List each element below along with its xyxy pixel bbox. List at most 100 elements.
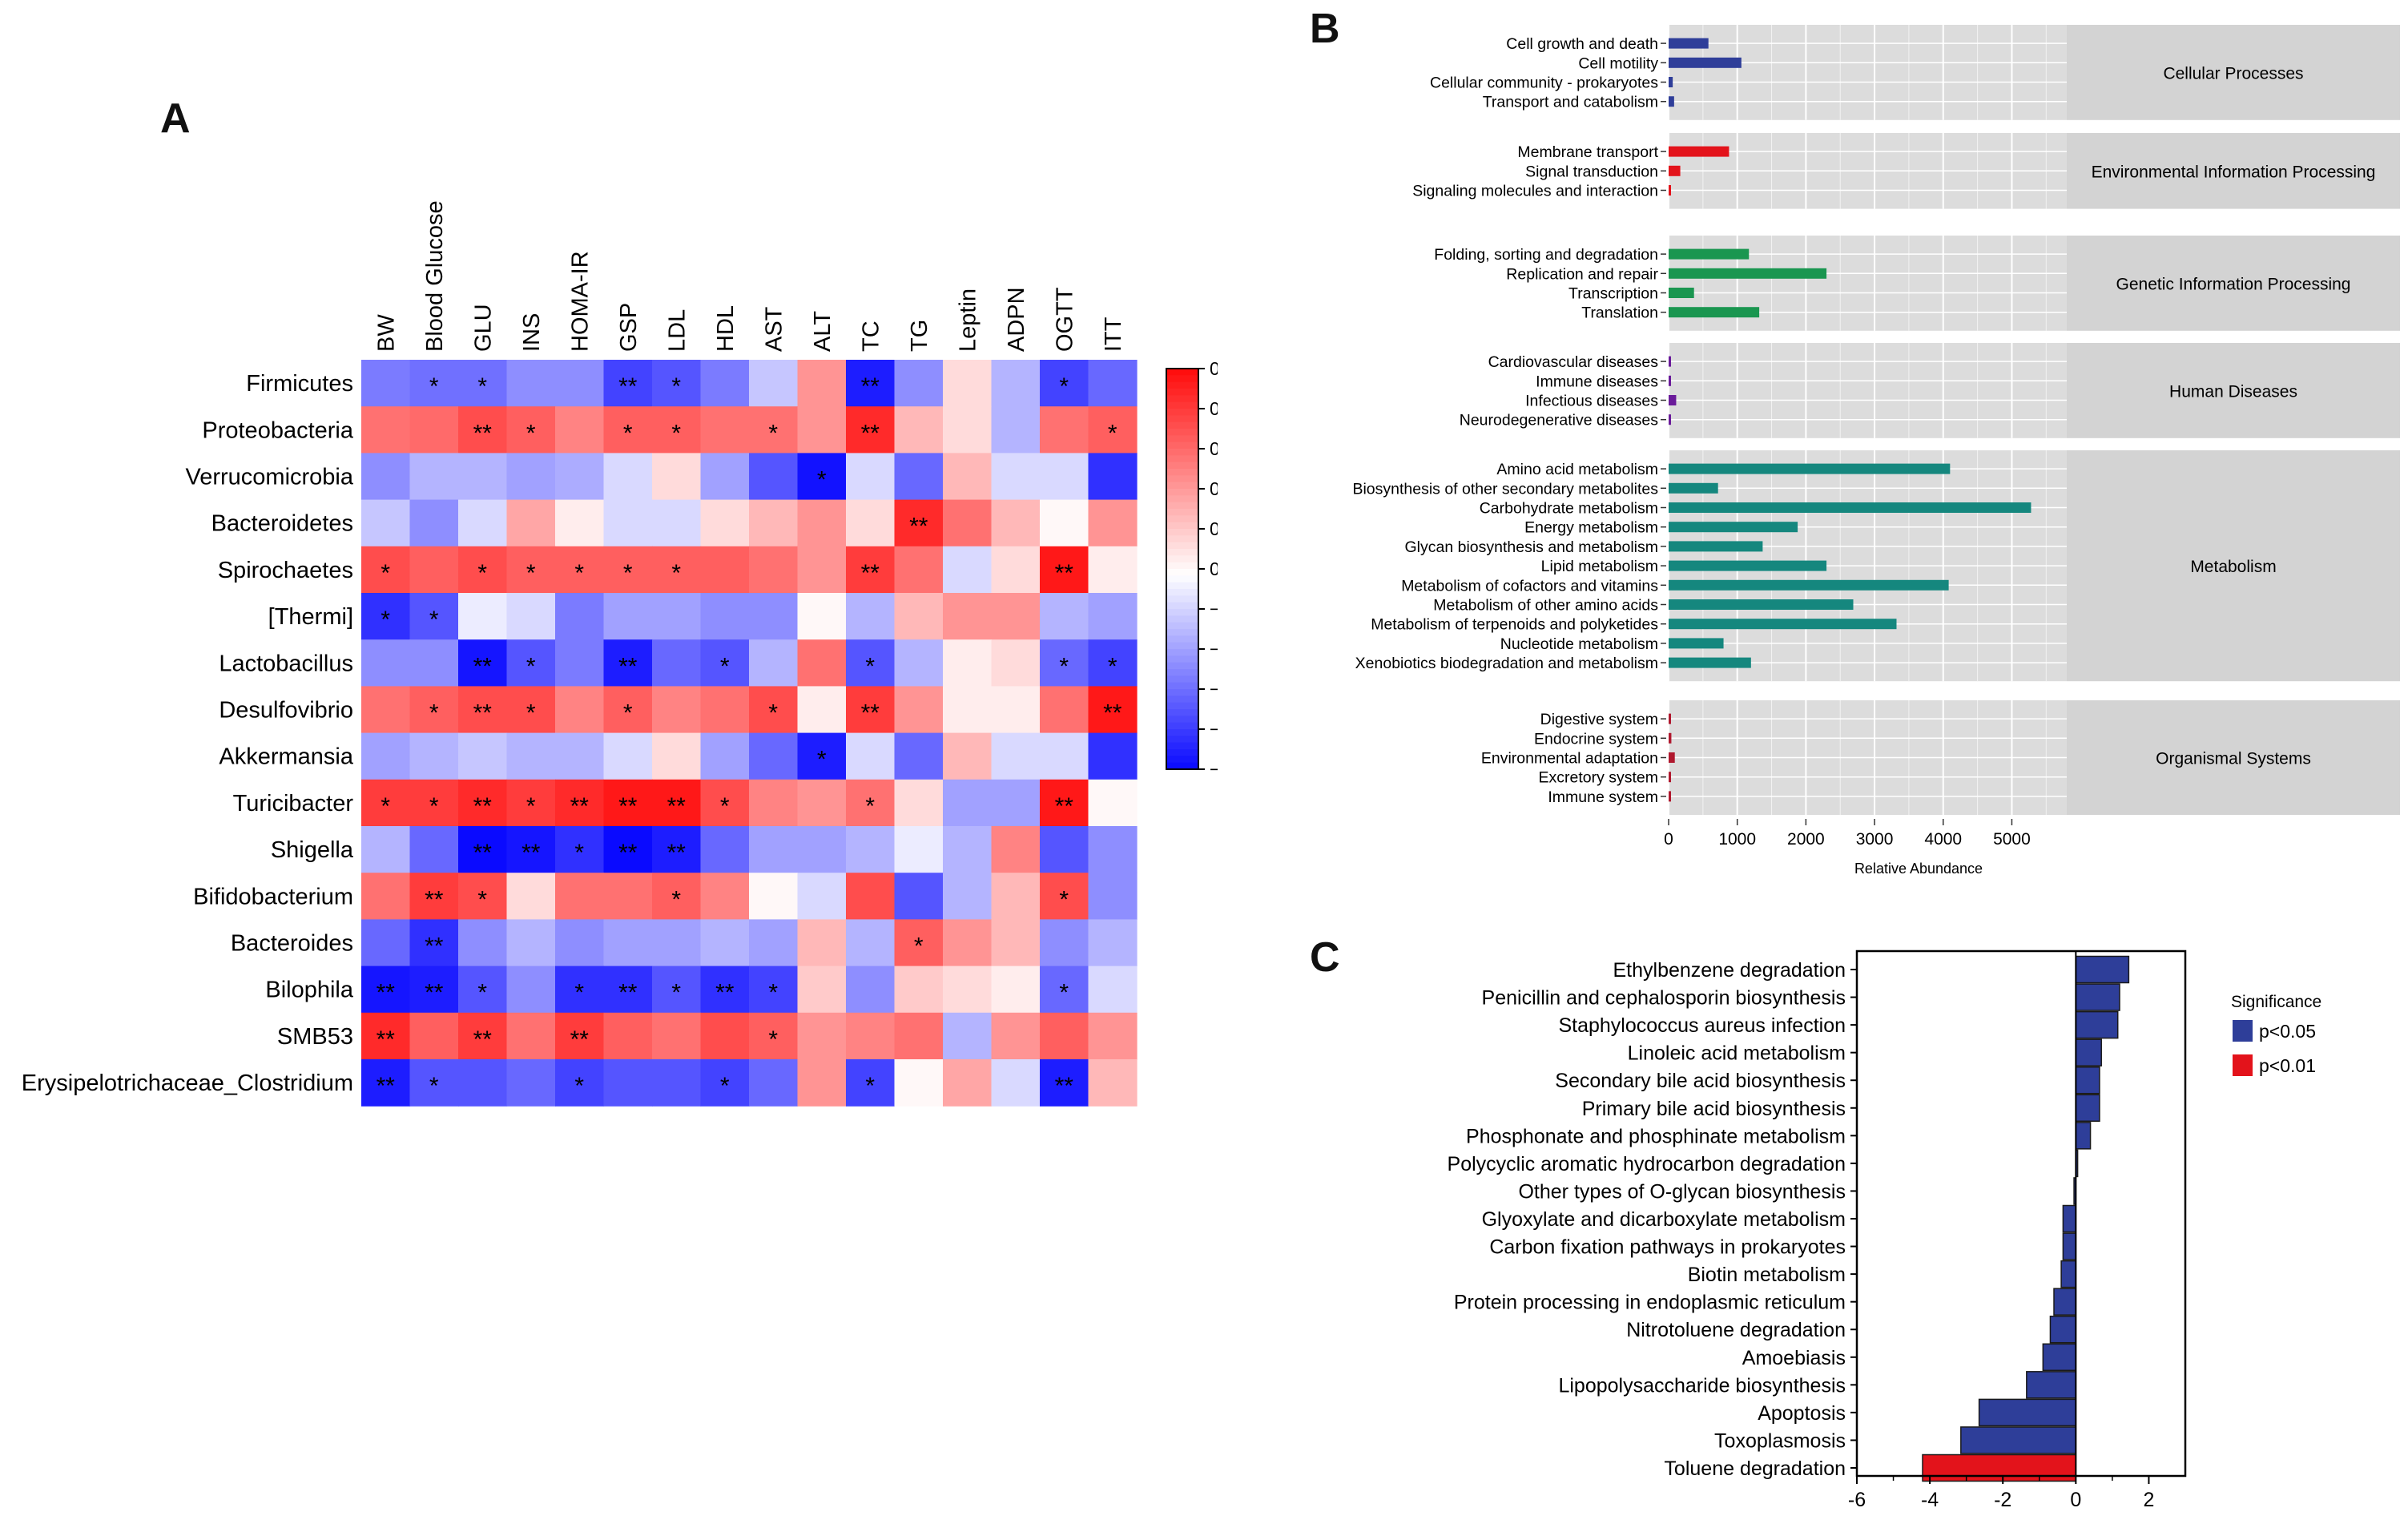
heatmap-cell xyxy=(652,499,702,547)
significance-mark: * xyxy=(720,1073,730,1099)
pathway-label: Nitrotoluene degradation xyxy=(1626,1319,1846,1341)
column-label: ADPN xyxy=(1004,287,1029,352)
heatmap-cell xyxy=(991,686,1041,734)
heatmap-cell xyxy=(603,546,653,594)
column-label: HOMA-IR xyxy=(567,251,593,352)
heatmap-cell xyxy=(361,919,411,967)
heatmap-cell xyxy=(603,779,653,827)
significance-mark: ** xyxy=(618,653,638,679)
heatmap-cell xyxy=(1088,873,1138,920)
heatmap-cell xyxy=(991,360,1041,407)
category-label: Cell growth and death xyxy=(1506,35,1658,53)
heatmap-cell xyxy=(603,1059,653,1107)
heatmap-cell xyxy=(846,732,896,780)
row-label: [Thermi] xyxy=(268,604,353,630)
heatmap-cell xyxy=(991,499,1041,547)
pathway-bar xyxy=(1960,1426,2077,1454)
heatmap-cell xyxy=(506,966,556,1014)
heatmap-cell xyxy=(1040,593,1089,640)
row-label: Turicibacter xyxy=(233,791,354,816)
heatmap-cell xyxy=(846,826,896,873)
abundance-bar xyxy=(1669,657,1751,668)
heatmap-cell xyxy=(409,966,459,1014)
facet-strip xyxy=(2067,450,2400,682)
heatmap-cell xyxy=(749,406,799,454)
heatmap-cell xyxy=(458,686,508,734)
category-label: Endocrine system xyxy=(1534,730,1658,748)
colorbar-segment xyxy=(1166,449,1198,457)
heatmap-cell xyxy=(603,453,653,501)
heatmap-cell xyxy=(555,779,605,827)
heatmap-cell xyxy=(749,639,799,687)
colorbar-segment xyxy=(1166,415,1198,423)
pathway-label: Amoebiasis xyxy=(1742,1347,1846,1369)
colorbar-segment xyxy=(1166,649,1198,657)
facet-strip xyxy=(2067,133,2400,209)
pathway-bar xyxy=(2062,1232,2077,1260)
abundance-bar xyxy=(1669,619,1897,630)
significance-mark: ** xyxy=(377,1073,396,1099)
heatmap-cell xyxy=(652,1059,702,1107)
legend-label: p<0.01 xyxy=(2259,1055,2316,1076)
abundance-bar xyxy=(1669,268,1827,279)
abundance-bar xyxy=(1669,38,1709,49)
heatmap-cell xyxy=(846,686,896,734)
heatmap-cell xyxy=(458,546,508,594)
heatmap-cell xyxy=(603,406,653,454)
colorbar-segment xyxy=(1166,429,1198,437)
category-label: Lipid metabolism xyxy=(1541,558,1658,575)
heatmap-cell xyxy=(603,686,653,734)
pathway-label: Apoptosis xyxy=(1758,1402,1846,1425)
abundance-bar xyxy=(1669,463,1951,474)
pathway-label: Carbon fixation pathways in prokaryotes xyxy=(1489,1236,1846,1259)
heatmap-cell xyxy=(846,1059,896,1107)
heatmap-cell xyxy=(846,873,896,920)
significance-mark: * xyxy=(720,793,730,820)
significance-mark: * xyxy=(1059,886,1069,913)
significance-mark: ** xyxy=(861,420,880,446)
heatmap-cell xyxy=(409,453,459,501)
heatmap-cell xyxy=(700,593,750,640)
pathway-label: Toluene degradation xyxy=(1664,1457,1846,1480)
column-label: ALT xyxy=(810,311,836,352)
colorbar-segment xyxy=(1166,642,1198,650)
significance-mark: * xyxy=(574,980,584,1006)
heatmap-cell xyxy=(991,966,1041,1014)
abundance-bar xyxy=(1669,752,1675,763)
abundance-bar xyxy=(1669,502,2031,513)
pathway-label: Primary bile acid biosynthesis xyxy=(1582,1098,1846,1120)
heatmap-cell xyxy=(700,732,750,780)
heatmap-cell xyxy=(555,453,605,501)
heatmap-cell xyxy=(1088,779,1138,827)
heatmap-cell xyxy=(1088,360,1138,407)
heatmap-cell xyxy=(1088,546,1138,594)
significance-mark: * xyxy=(574,560,584,587)
abundance-bar xyxy=(1669,185,1671,196)
heatmap-cell xyxy=(991,406,1041,454)
heatmap-cell xyxy=(894,1012,944,1060)
heatmap-cell xyxy=(894,919,944,967)
colorbar-segment xyxy=(1166,509,1198,517)
column-label: GLU xyxy=(470,304,496,352)
significance-mark: * xyxy=(429,1073,439,1099)
category-label: Metabolism of terpenoids and polyketides xyxy=(1371,616,1658,634)
colorbar-segment xyxy=(1166,609,1198,617)
x-tick-label: 2000 xyxy=(1787,830,1825,849)
significance-mark: ** xyxy=(618,840,638,866)
significance-mark: * xyxy=(865,653,875,679)
heatmap-cell xyxy=(943,406,993,454)
heatmap-cell xyxy=(506,593,556,640)
pathway-label: Ethylbenzene degradation xyxy=(1613,959,1846,982)
heatmap-cell xyxy=(1040,406,1089,454)
heatmap-cell xyxy=(943,779,993,827)
column-label: ITT xyxy=(1101,316,1126,352)
heatmap-cell xyxy=(991,826,1041,873)
significance-mark: * xyxy=(574,1073,584,1099)
heatmap-cell xyxy=(894,732,944,780)
heatmap-cell xyxy=(700,1012,750,1060)
colorbar-segment xyxy=(1166,629,1198,637)
heatmap-cell xyxy=(991,593,1041,640)
significance-mark: ** xyxy=(473,1026,493,1053)
category-label: Nucleotide metabolism xyxy=(1500,635,1658,653)
x-tick-label: 4000 xyxy=(1924,830,1962,849)
